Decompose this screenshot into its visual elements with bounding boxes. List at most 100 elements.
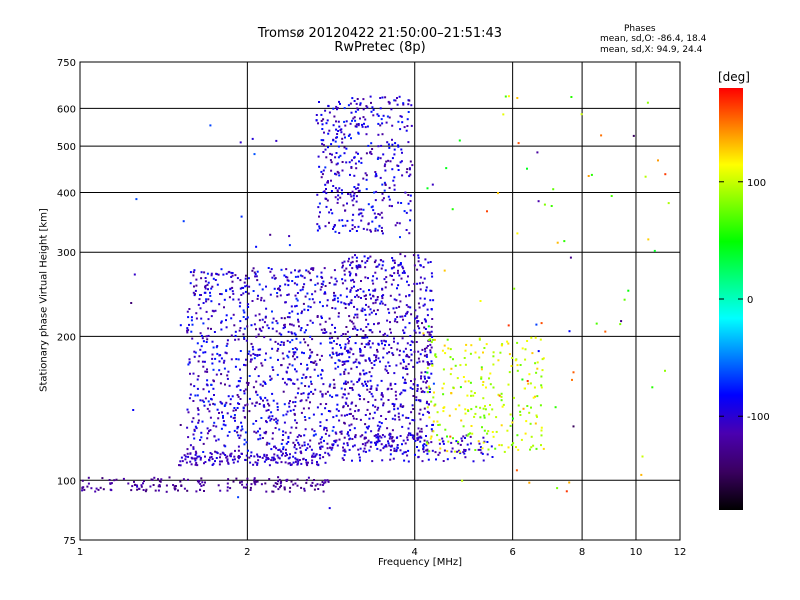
- echo-point: [335, 414, 338, 417]
- echo-point: [462, 425, 465, 428]
- echo-point: [373, 434, 376, 437]
- echo-point: [299, 446, 302, 449]
- echo-point: [341, 360, 344, 363]
- echo-point: [372, 282, 375, 285]
- echo-point: [242, 309, 245, 312]
- echo-point: [430, 400, 433, 403]
- echo-point: [252, 463, 255, 466]
- echo-point: [540, 426, 543, 429]
- echo-point: [197, 360, 200, 363]
- echo-point: [426, 331, 429, 334]
- echo-point: [411, 164, 414, 167]
- echo-point: [314, 360, 317, 363]
- echo-point: [291, 310, 294, 313]
- echo-point: [350, 279, 353, 282]
- echo-point: [402, 267, 405, 270]
- echo-point: [311, 462, 314, 465]
- echo-point: [358, 362, 361, 365]
- echo-point: [294, 347, 297, 350]
- echo-point: [215, 439, 218, 442]
- echo-point: [346, 219, 349, 222]
- echo-point: [530, 336, 533, 339]
- echo-point: [391, 138, 393, 141]
- echo-point: [243, 390, 246, 393]
- echo-point: [403, 459, 406, 462]
- echo-point: [406, 438, 409, 441]
- echo-point: [393, 337, 395, 340]
- echo-point: [233, 407, 236, 409]
- echo-point: [331, 351, 334, 354]
- echo-point: [436, 434, 439, 437]
- echo-point: [406, 280, 408, 283]
- echo-point: [292, 461, 295, 464]
- echo-point: [411, 388, 414, 390]
- grid-lines: [80, 62, 680, 540]
- echo-point: [195, 317, 198, 320]
- echo-point: [323, 267, 326, 270]
- echo-point: [362, 108, 365, 111]
- echo-point: [321, 173, 324, 176]
- echo-point: [371, 367, 374, 370]
- echo-point: [260, 296, 263, 299]
- echo-point: [464, 349, 467, 352]
- echo-point: [409, 173, 412, 176]
- echo-point: [500, 399, 503, 402]
- echo-point: [328, 385, 331, 388]
- echo-point: [256, 279, 259, 282]
- echo-point: [285, 268, 288, 271]
- echo-point: [419, 276, 422, 279]
- echo-point: [377, 429, 380, 432]
- echo-point: [316, 461, 318, 463]
- echo-point: [271, 432, 274, 435]
- echo-point: [316, 353, 319, 356]
- echo-point: [426, 187, 429, 190]
- echo-point: [151, 478, 154, 481]
- echo-point: [484, 408, 487, 411]
- echo-point: [355, 358, 358, 361]
- echo-point: [203, 404, 206, 407]
- echo-point: [374, 301, 377, 304]
- echo-point: [218, 369, 221, 372]
- echo-point: [343, 373, 346, 375]
- echo-point: [377, 213, 380, 215]
- echo-point: [322, 280, 325, 283]
- echo-point: [187, 329, 190, 332]
- echo-point: [276, 322, 279, 325]
- echo-point: [430, 372, 433, 375]
- echo-point: [229, 454, 232, 457]
- echo-point: [201, 420, 204, 423]
- echo-point: [396, 164, 399, 167]
- echo-point: [358, 395, 361, 397]
- echo-point: [298, 325, 300, 328]
- echo-point: [345, 326, 348, 328]
- echo-point: [286, 366, 289, 369]
- echo-point: [318, 454, 321, 456]
- echo-point: [222, 420, 225, 423]
- echo-point: [259, 396, 262, 399]
- echo-point: [418, 306, 421, 309]
- echo-point: [308, 357, 311, 360]
- echo-point: [249, 360, 252, 363]
- echo-point: [419, 435, 422, 438]
- echo-point: [231, 290, 234, 293]
- echo-point: [382, 114, 385, 117]
- echo-point: [355, 123, 358, 126]
- echo-point: [335, 152, 338, 154]
- echo-point: [511, 421, 514, 424]
- echo-point: [268, 404, 271, 407]
- echo-point: [255, 328, 257, 331]
- echo-point: [247, 277, 250, 280]
- echo-point: [224, 403, 227, 406]
- echo-point: [350, 320, 353, 323]
- echo-point: [259, 455, 261, 458]
- echo-point: [364, 414, 367, 416]
- echo-point: [396, 321, 399, 324]
- echo-point: [195, 427, 198, 430]
- echo-point: [227, 461, 230, 464]
- echo-point: [348, 356, 351, 359]
- echo-point: [219, 400, 222, 403]
- echo-point: [370, 230, 372, 233]
- echo-point: [284, 431, 287, 434]
- echo-point: [284, 454, 287, 457]
- echo-point: [322, 331, 325, 334]
